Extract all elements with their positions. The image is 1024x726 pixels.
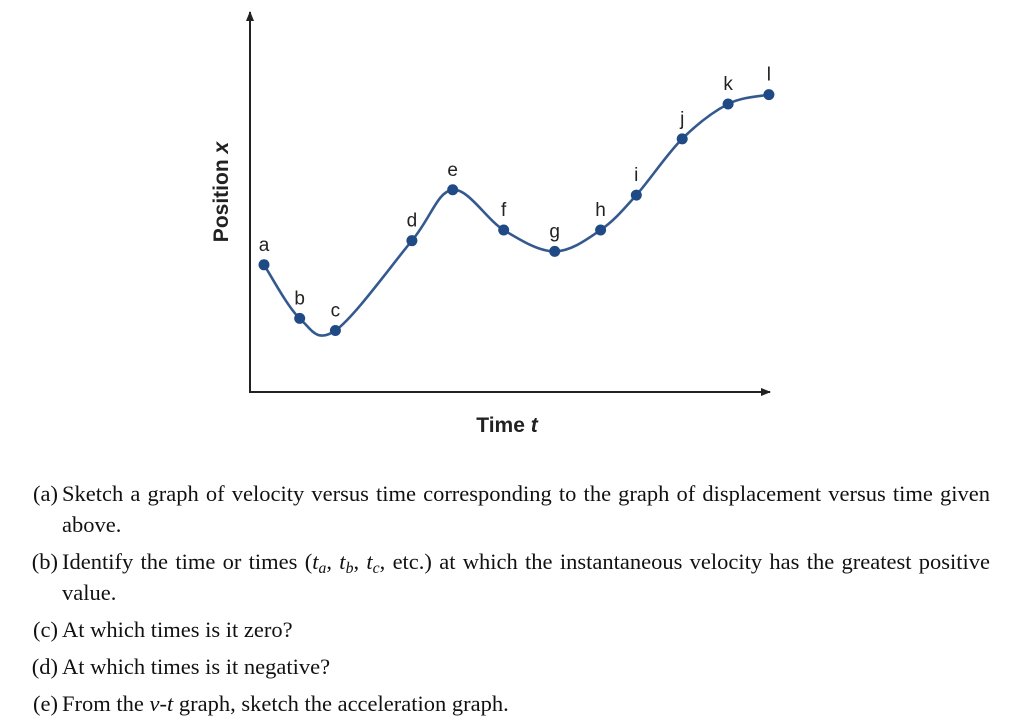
point-label-a: a (259, 235, 270, 256)
question-marker: e (14, 688, 60, 719)
point-a (258, 259, 270, 271)
question-e: e From the v-t graph, sketch the acceler… (14, 688, 990, 719)
question-a: a Sketch a graph of velocity versus time… (14, 478, 991, 540)
point-label-c: c (331, 300, 341, 321)
question-text: Sketch a graph of velocity versus time c… (62, 481, 990, 537)
question-marker: d (14, 651, 60, 682)
point-label-l: l (767, 65, 771, 86)
point-label-d: d (407, 211, 418, 232)
point-b (294, 312, 306, 324)
point-label-b: b (294, 288, 305, 309)
y-axis-title: Position x (210, 141, 233, 243)
question-marker: a (14, 478, 60, 509)
point-l (763, 89, 775, 101)
point-label-e: e (447, 160, 458, 181)
question-marker: b (14, 546, 60, 577)
point-f (498, 224, 510, 236)
point-label-j: j (679, 109, 684, 130)
point-j (676, 133, 688, 145)
question-b: b Identify the time or times (ta, tb, tc… (14, 546, 990, 608)
point-e (447, 184, 459, 196)
point-label-i: i (634, 165, 638, 186)
point-g (549, 245, 561, 257)
point-i (630, 189, 642, 201)
question-text: At which times is it negative? (62, 654, 331, 679)
point-h (595, 224, 607, 236)
point-label-g: g (549, 221, 560, 242)
question-text: At which times is it zero? (62, 617, 293, 642)
question-marker: c (14, 614, 60, 645)
point-k (722, 98, 734, 110)
data-points: a b c d e f g h i j k l (258, 65, 775, 336)
point-label-f: f (501, 200, 507, 221)
question-d: d At which times is it negative? (14, 651, 990, 682)
point-label-k: k (723, 74, 733, 95)
question-list: a Sketch a graph of velocity versus time… (14, 478, 990, 725)
point-c (329, 324, 341, 336)
question-c: c At which times is it zero? (14, 614, 990, 645)
point-label-h: h (595, 200, 606, 221)
position-time-graph: a b c d e f g h i j k l Time t Position x (210, 11, 775, 437)
question-text: From the v-t graph, sketch the accelerat… (62, 691, 509, 716)
x-axis-title: Time t (476, 414, 538, 437)
question-text: Identify the time or times (ta, tb, tc, … (62, 549, 991, 605)
point-d (406, 235, 418, 247)
